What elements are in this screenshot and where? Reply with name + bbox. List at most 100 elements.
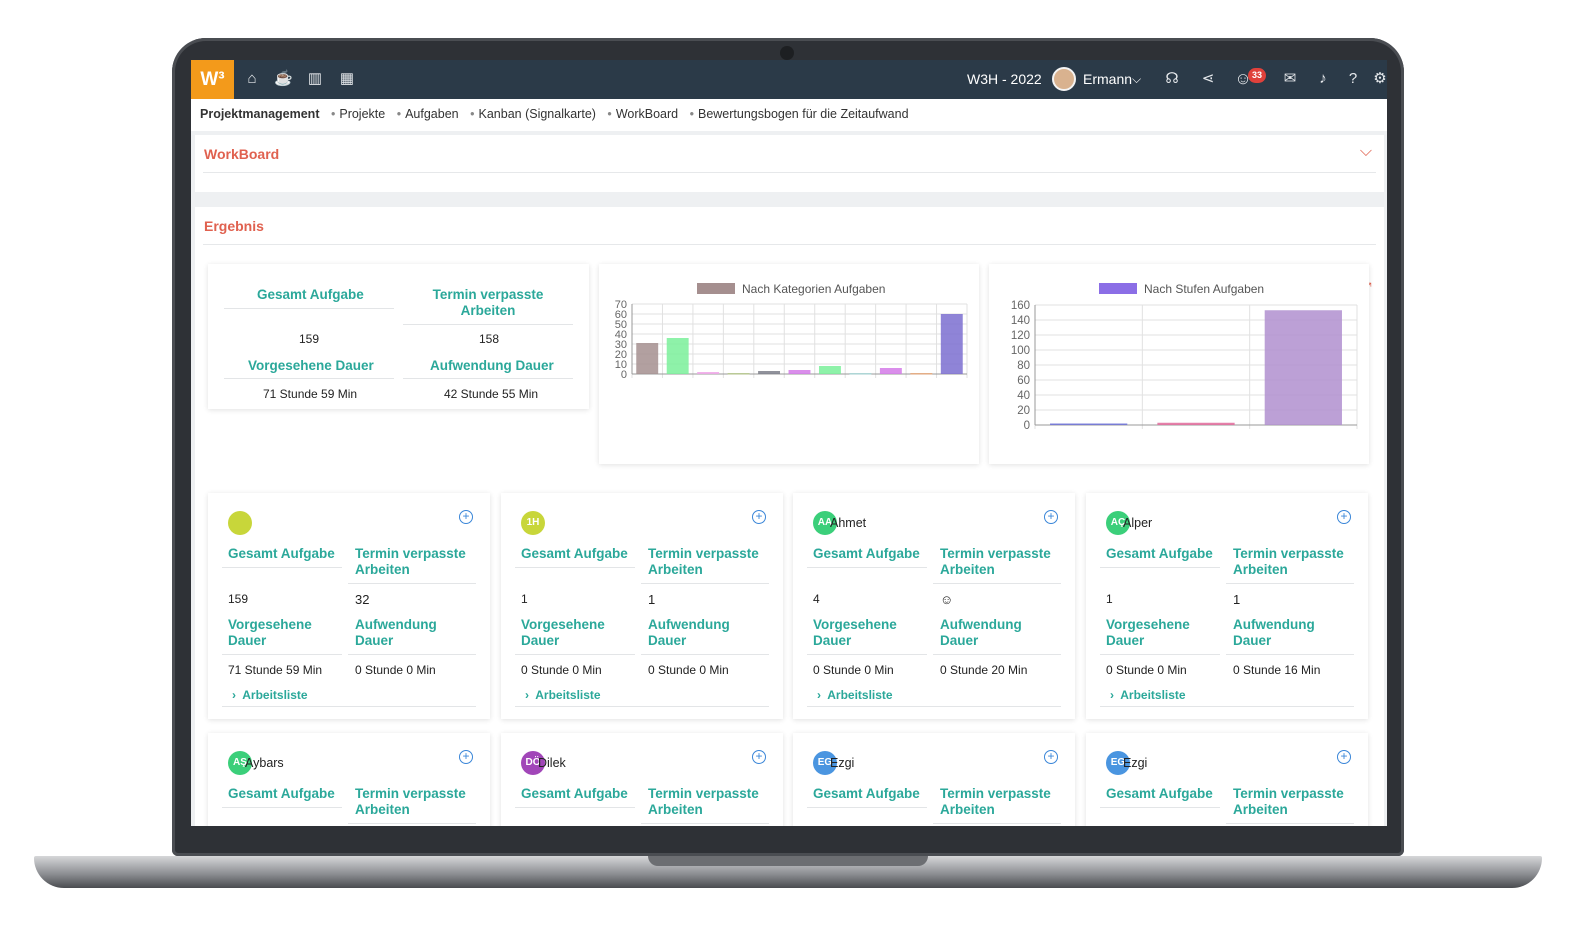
- spent-label: Aufwendung Dauer: [648, 617, 730, 648]
- breadcrumb-item[interactable]: • WorkBoard: [607, 107, 679, 121]
- coffee-icon[interactable]: ☕: [274, 70, 293, 87]
- total-label: Gesamt Aufgabe: [1106, 546, 1213, 561]
- legend-label: Nach Kategorien Aufgaben: [742, 282, 885, 296]
- breadcrumb-item[interactable]: • Projekte: [330, 107, 386, 121]
- category-chart-card: Nach Kategorien Aufgaben 0 10 20 30 40 50 60 70: [599, 264, 979, 464]
- member-card: + Gesamt Aufgabe Termin verpasste Arbeit…: [208, 493, 490, 719]
- smiley-icon[interactable]: ☺: [1234, 69, 1252, 88]
- y-tick-label: 0: [1024, 420, 1030, 432]
- worklist-link[interactable]: › Arbeitsliste: [525, 688, 601, 702]
- summary-total-label: Gesamt Aufgabe: [257, 287, 364, 302]
- total-label: Gesamt Aufgabe: [813, 786, 920, 801]
- y-tick-label: 120: [1011, 330, 1030, 342]
- bar: [636, 343, 659, 374]
- member-name: Dilek: [538, 756, 566, 770]
- total-label: Gesamt Aufgabe: [1106, 786, 1213, 801]
- breadcrumb-item[interactable]: • Kanban (Signalkarte): [470, 107, 596, 121]
- y-tick-label: 50: [615, 319, 627, 331]
- headset-icon[interactable]: ☊: [1165, 70, 1179, 87]
- member-card: 1H + Gesamt Aufgabe Termin verpasste Arb…: [501, 493, 783, 719]
- bar: [727, 373, 750, 375]
- member-avatar: AŞ: [228, 751, 252, 775]
- add-icon[interactable]: +: [1044, 510, 1058, 524]
- total-label: Gesamt Aufgabe: [521, 786, 628, 801]
- notification-badge: 33: [1248, 68, 1266, 83]
- planned-value: 71 Stunde 59 Min: [228, 663, 323, 677]
- camera: [780, 46, 794, 60]
- chat-icon[interactable]: ✉: [1283, 70, 1297, 87]
- divider: [203, 172, 1376, 173]
- missed-label: Termin verpasste Arbeiten: [355, 546, 466, 577]
- missed-label: Termin verpasste Arbeiten: [648, 546, 759, 577]
- member-avatar: DÖ: [521, 751, 545, 775]
- project-selector[interactable]: W3H - 2022: [967, 71, 1042, 87]
- bar: [940, 314, 963, 374]
- member-avatar: EG: [1106, 751, 1130, 775]
- breadcrumb-item[interactable]: Projektmanagement: [200, 107, 320, 121]
- workboard-title: WorkBoard: [204, 146, 280, 162]
- summary-missed-value: 158: [479, 332, 500, 346]
- summary-card: Gesamt Aufgabe Termin verpasste Arbeiten…: [208, 264, 589, 409]
- missed-label: Termin verpasste Arbeiten: [940, 546, 1051, 577]
- breadcrumb-item[interactable]: • Bewertungsbogen für die Zeitaufwand: [689, 107, 909, 121]
- y-tick-label: 60: [1017, 375, 1030, 387]
- gear-icon[interactable]: ⚙: [1373, 70, 1387, 87]
- chevron-right-icon: ›: [817, 688, 821, 702]
- worklist-link[interactable]: › Arbeitsliste: [232, 688, 308, 702]
- worklist-link[interactable]: › Arbeitsliste: [1110, 688, 1186, 702]
- legend-swatch: [1099, 283, 1137, 294]
- chart-icon[interactable]: ▥: [307, 70, 323, 87]
- summary-total-value: 159: [299, 332, 320, 346]
- breadcrumb-item[interactable]: • Aufgaben: [396, 107, 459, 121]
- bar: [1157, 422, 1235, 425]
- add-icon[interactable]: +: [752, 510, 766, 524]
- total-value: 4: [813, 592, 820, 606]
- bar: [758, 371, 781, 374]
- home-icon[interactable]: ⌂: [247, 70, 257, 87]
- divider: [203, 244, 1376, 245]
- bar: [1264, 310, 1342, 425]
- chevron-down-icon[interactable]: ⌵: [1132, 72, 1142, 86]
- add-icon[interactable]: +: [752, 750, 766, 764]
- planned-value: 0 Stunde 0 Min: [1106, 663, 1187, 677]
- bar: [666, 338, 689, 374]
- planned-value: 0 Stunde 0 Min: [521, 663, 602, 677]
- calendar-icon[interactable]: ▦: [339, 70, 355, 87]
- bell-icon[interactable]: ♪: [1319, 70, 1327, 87]
- member-name: Alper: [1123, 516, 1153, 530]
- add-icon[interactable]: +: [1337, 750, 1351, 764]
- result-title: Ergebnis: [204, 218, 264, 234]
- y-tick-label: 20: [615, 349, 627, 361]
- logo[interactable]: W³: [191, 60, 234, 99]
- total-value: 1: [1106, 592, 1113, 606]
- worklist-link[interactable]: › Arbeitsliste: [817, 688, 893, 702]
- add-icon[interactable]: +: [459, 750, 473, 764]
- legend-swatch: [697, 283, 735, 294]
- planned-label: Vorgesehene Dauer: [813, 617, 897, 648]
- total-value: 1: [521, 592, 528, 606]
- add-icon[interactable]: +: [1044, 750, 1058, 764]
- y-tick-label: 20: [1017, 405, 1030, 417]
- add-icon[interactable]: +: [1337, 510, 1351, 524]
- y-tick-label: 0: [621, 369, 627, 381]
- y-tick-label: 60: [615, 309, 627, 321]
- user-avatar[interactable]: [1052, 67, 1076, 91]
- y-tick-label: 70: [615, 299, 627, 311]
- help-icon[interactable]: ?: [1348, 70, 1358, 87]
- spent-label: Aufwendung Dauer: [355, 617, 437, 648]
- chevron-down-icon[interactable]: ⌵: [1359, 143, 1372, 160]
- y-tick-label: 30: [615, 339, 627, 351]
- missed-value: 32: [355, 592, 370, 607]
- member-card: EG Ezgi + Gesamt Aufgabe Termin verpasst…: [793, 733, 1075, 826]
- workboard-panel: WorkBoard ⌵: [195, 135, 1384, 192]
- summary-missed-label: Termin verpasste Arbeiten: [432, 287, 544, 318]
- member-name: Aybars: [245, 756, 284, 770]
- member-card: AA Ahmet + Gesamt Aufgabe Termin verpass…: [793, 493, 1075, 719]
- bar: [788, 370, 811, 374]
- member-card: EG Ezgi + Gesamt Aufgabe Termin verpasst…: [1086, 733, 1368, 826]
- add-icon[interactable]: +: [459, 510, 473, 524]
- share-icon[interactable]: ⋖: [1201, 70, 1215, 87]
- user-name[interactable]: Ermann: [1083, 71, 1133, 87]
- summary-planned-label: Vorgesehene Dauer: [248, 358, 374, 373]
